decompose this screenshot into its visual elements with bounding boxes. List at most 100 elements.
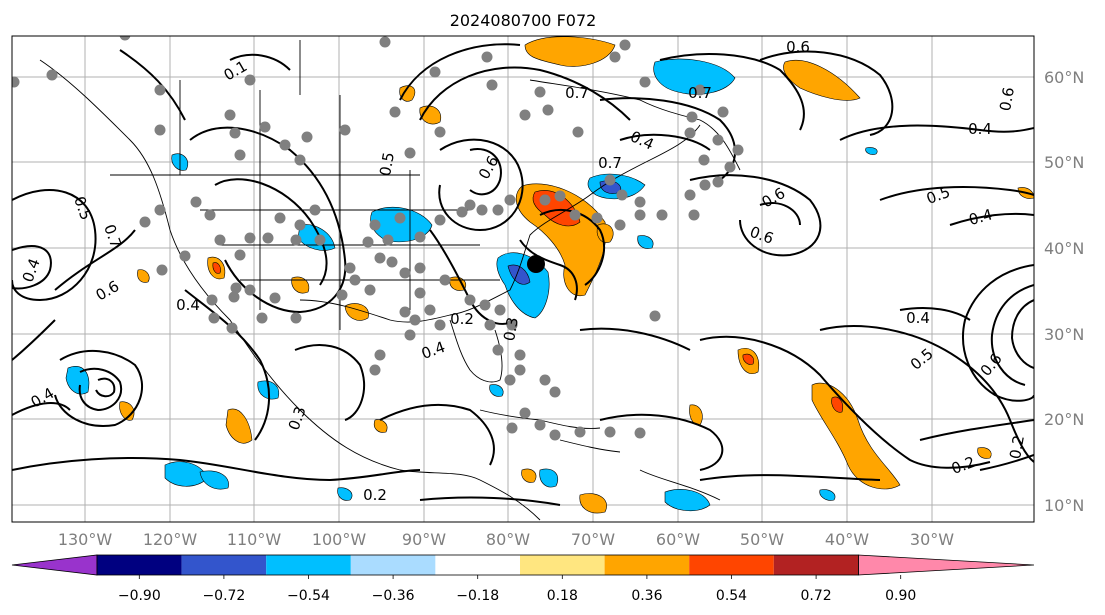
colorbar-tick-label: −0.90 — [118, 588, 161, 604]
colorbar-segment — [773, 555, 859, 575]
station-marker — [717, 106, 729, 118]
longitude-label: 100°W — [312, 530, 367, 549]
latitude-label: 10°N — [1044, 496, 1084, 515]
contour-label: 0.2 — [1006, 434, 1028, 461]
colorbar-segment — [181, 555, 267, 575]
station-marker — [614, 219, 626, 231]
station-marker — [634, 209, 646, 221]
contour-label: 0.4 — [967, 205, 995, 229]
station-marker — [262, 232, 274, 244]
colorbar — [11, 554, 1035, 576]
station-marker — [574, 426, 586, 438]
station-marker — [46, 69, 58, 81]
colorbar-tick-labels: −0.90 −0.72 −0.54 −0.36 −0.18 0.18 0.36 0.54 0.7… — [118, 575, 916, 604]
station-marker — [290, 234, 302, 246]
station-marker — [724, 161, 736, 173]
longitude-label: 60°W — [656, 530, 700, 549]
station-marker — [386, 256, 398, 268]
station-marker — [190, 196, 202, 208]
station-marker — [119, 36, 131, 41]
station-marker — [506, 319, 518, 331]
longitude-label: 120°W — [143, 530, 198, 549]
latitude-label: 20°N — [1044, 410, 1084, 429]
station-marker — [434, 214, 446, 226]
station-marker — [569, 209, 581, 221]
station-marker — [504, 374, 516, 386]
station-marker — [364, 284, 376, 296]
colorbar-tick-label: −0.36 — [372, 588, 415, 604]
station-marker — [514, 364, 526, 376]
shaded-positive-areas — [119, 36, 1034, 514]
station-marker — [619, 39, 631, 51]
contour-label: 0.7 — [598, 154, 622, 172]
latitude-label: 40°N — [1044, 239, 1084, 258]
colorbar-tick-label: 0.18 — [547, 588, 578, 604]
station-marker — [634, 196, 646, 208]
contour-label: 0.4 — [906, 309, 930, 327]
station-marker — [336, 289, 348, 301]
colorbar-tick-label: −0.72 — [202, 588, 245, 604]
station-marker — [154, 84, 166, 96]
station-marker — [534, 86, 546, 98]
station-marker — [374, 252, 386, 264]
colorbar-tick-label: 0.90 — [885, 588, 916, 604]
station-marker — [301, 131, 313, 143]
station-marker — [404, 147, 416, 159]
station-marker — [309, 204, 321, 216]
station-marker — [464, 199, 476, 211]
station-marker — [456, 206, 468, 218]
station-marker — [208, 312, 220, 324]
station-marker — [206, 294, 218, 306]
station-marker — [476, 204, 488, 216]
station-marker — [534, 419, 546, 431]
station-marker — [294, 219, 306, 231]
station-marker — [494, 304, 506, 316]
station-marker — [244, 74, 256, 86]
station-marker — [609, 51, 621, 63]
station-marker — [604, 426, 616, 438]
station-marker — [154, 124, 166, 136]
station-marker — [349, 274, 361, 286]
station-marker — [424, 304, 436, 316]
station-marker — [379, 36, 391, 48]
station-marker — [479, 299, 491, 311]
station-marker — [616, 189, 628, 201]
station-marker — [279, 139, 291, 151]
colorbar-tick-label: −0.54 — [287, 588, 330, 604]
station-marker — [290, 312, 302, 324]
contour-label: 0.2 — [450, 310, 474, 328]
station-marker — [389, 106, 401, 118]
station-marker — [732, 144, 744, 156]
station-marker — [230, 282, 242, 294]
station-marker — [234, 149, 246, 161]
station-marker — [684, 189, 696, 201]
latitude-label: 60°N — [1044, 68, 1084, 87]
station-marker — [274, 212, 286, 224]
station-marker — [269, 292, 281, 304]
colorbar-tick-label: −0.18 — [456, 588, 499, 604]
station-marker — [344, 262, 356, 274]
longitude-label: 90°W — [402, 530, 446, 549]
station-marker — [394, 212, 406, 224]
contour-label: 0.7 — [565, 84, 589, 102]
station-marker — [229, 127, 241, 139]
station-marker — [514, 349, 526, 361]
station-marker — [362, 236, 374, 248]
station-marker — [339, 124, 351, 136]
station-marker — [369, 364, 381, 376]
station-marker — [554, 190, 566, 202]
longitude-label: 70°W — [571, 530, 615, 549]
cyclone-center-marker — [527, 255, 545, 273]
station-marker — [519, 109, 531, 121]
station-marker — [404, 329, 416, 341]
contour-lines — [12, 43, 1034, 506]
station-marker — [656, 209, 668, 221]
station-marker — [639, 76, 651, 88]
station-marker — [542, 104, 554, 116]
station-marker — [434, 126, 446, 138]
shaded-negative-areas — [65, 58, 878, 511]
station-marker — [504, 194, 516, 206]
station-marker — [492, 344, 504, 356]
station-marker — [684, 127, 696, 139]
station-marker — [439, 274, 451, 286]
